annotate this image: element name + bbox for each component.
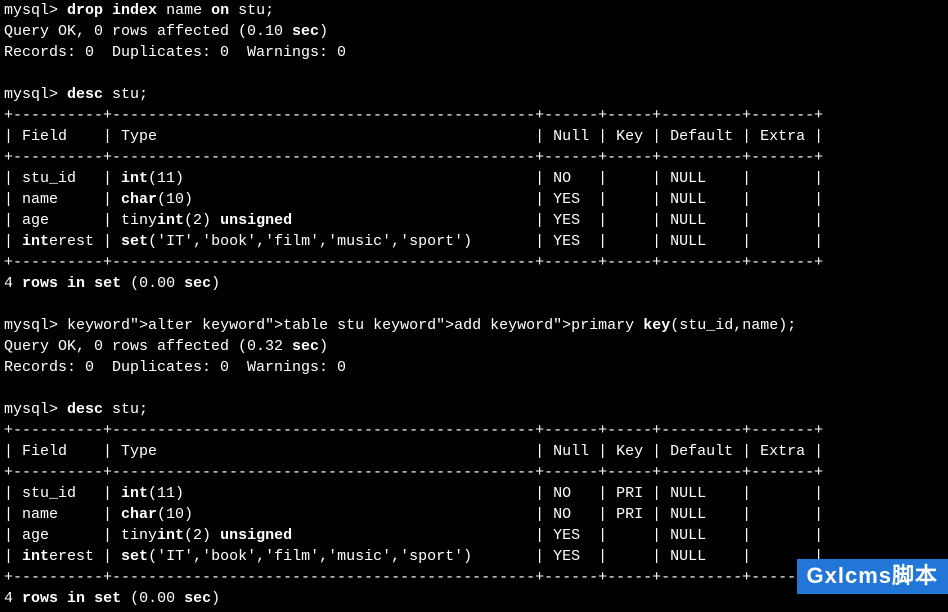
watermark-badge: Gxlcms脚本	[797, 559, 948, 594]
watermark-text: Gxlcms脚本	[807, 563, 939, 588]
terminal-output: mysql> drop index name on stu; Query OK,…	[0, 0, 948, 609]
